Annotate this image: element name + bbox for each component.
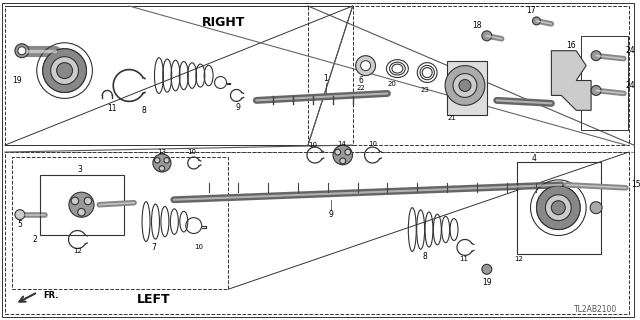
Text: 11: 11 — [460, 256, 468, 262]
Text: 11: 11 — [108, 104, 117, 113]
Circle shape — [18, 47, 26, 55]
Circle shape — [43, 49, 86, 92]
Text: 9: 9 — [236, 103, 241, 112]
Text: 12: 12 — [514, 256, 523, 262]
Text: 8: 8 — [141, 106, 147, 115]
Text: 2: 2 — [33, 235, 37, 244]
Text: FR.: FR. — [44, 291, 60, 300]
Bar — [581, 36, 628, 130]
Text: 4: 4 — [532, 154, 537, 163]
Circle shape — [154, 157, 160, 163]
Circle shape — [153, 154, 171, 172]
Circle shape — [552, 201, 565, 214]
Circle shape — [591, 85, 601, 95]
Text: 14: 14 — [337, 141, 346, 147]
Bar — [12, 157, 228, 289]
Circle shape — [51, 57, 79, 84]
Circle shape — [552, 201, 565, 215]
Circle shape — [536, 186, 580, 229]
Circle shape — [445, 66, 485, 105]
Circle shape — [77, 208, 85, 216]
Circle shape — [360, 61, 371, 71]
Circle shape — [56, 63, 72, 78]
Text: 22: 22 — [356, 85, 365, 92]
Text: 5: 5 — [17, 220, 22, 229]
Circle shape — [15, 44, 29, 58]
Text: 9: 9 — [328, 210, 333, 219]
Text: 20: 20 — [388, 81, 397, 86]
Circle shape — [482, 264, 492, 274]
Circle shape — [43, 49, 86, 92]
Text: 8: 8 — [423, 252, 428, 261]
Text: RIGHT: RIGHT — [202, 16, 245, 29]
Circle shape — [459, 80, 471, 92]
Circle shape — [333, 145, 353, 165]
Text: 19: 19 — [12, 76, 22, 85]
Circle shape — [340, 158, 346, 164]
Text: 6: 6 — [358, 76, 363, 85]
Circle shape — [356, 56, 376, 76]
Text: 10: 10 — [308, 142, 317, 148]
Circle shape — [71, 197, 79, 205]
Circle shape — [590, 202, 602, 214]
Text: 3: 3 — [77, 165, 82, 174]
Circle shape — [482, 31, 492, 41]
Text: 21: 21 — [447, 115, 456, 121]
Circle shape — [453, 74, 477, 97]
Circle shape — [547, 196, 570, 220]
Circle shape — [532, 17, 540, 25]
Text: 15: 15 — [631, 180, 640, 189]
Bar — [353, 6, 629, 145]
Polygon shape — [552, 51, 591, 110]
Circle shape — [52, 59, 77, 83]
Text: 24: 24 — [626, 81, 636, 90]
Circle shape — [58, 64, 71, 77]
Text: LEFT: LEFT — [137, 292, 171, 306]
Circle shape — [545, 195, 572, 220]
Circle shape — [159, 166, 164, 171]
Circle shape — [335, 149, 340, 155]
Text: TL2AB2100: TL2AB2100 — [575, 305, 618, 314]
Text: 1: 1 — [323, 74, 328, 83]
Text: 17: 17 — [527, 6, 536, 15]
Text: 13: 13 — [157, 149, 166, 155]
Circle shape — [164, 157, 170, 163]
Text: 23: 23 — [420, 87, 429, 93]
Text: 24: 24 — [626, 46, 636, 55]
Bar — [516, 162, 601, 254]
Text: 10: 10 — [194, 244, 203, 251]
Circle shape — [536, 186, 580, 229]
Circle shape — [84, 197, 92, 205]
Circle shape — [591, 51, 601, 61]
Text: 10: 10 — [368, 141, 377, 147]
Text: 19: 19 — [482, 278, 492, 287]
Text: 7: 7 — [152, 243, 156, 252]
Circle shape — [69, 192, 94, 217]
Bar — [5, 6, 308, 145]
Circle shape — [345, 149, 351, 155]
Bar — [40, 175, 124, 235]
Text: 18: 18 — [472, 21, 482, 30]
Bar — [5, 152, 629, 314]
Text: 12: 12 — [73, 248, 82, 254]
Text: 10: 10 — [188, 149, 196, 155]
Polygon shape — [447, 61, 487, 115]
Text: 16: 16 — [566, 41, 576, 50]
Circle shape — [15, 210, 25, 220]
